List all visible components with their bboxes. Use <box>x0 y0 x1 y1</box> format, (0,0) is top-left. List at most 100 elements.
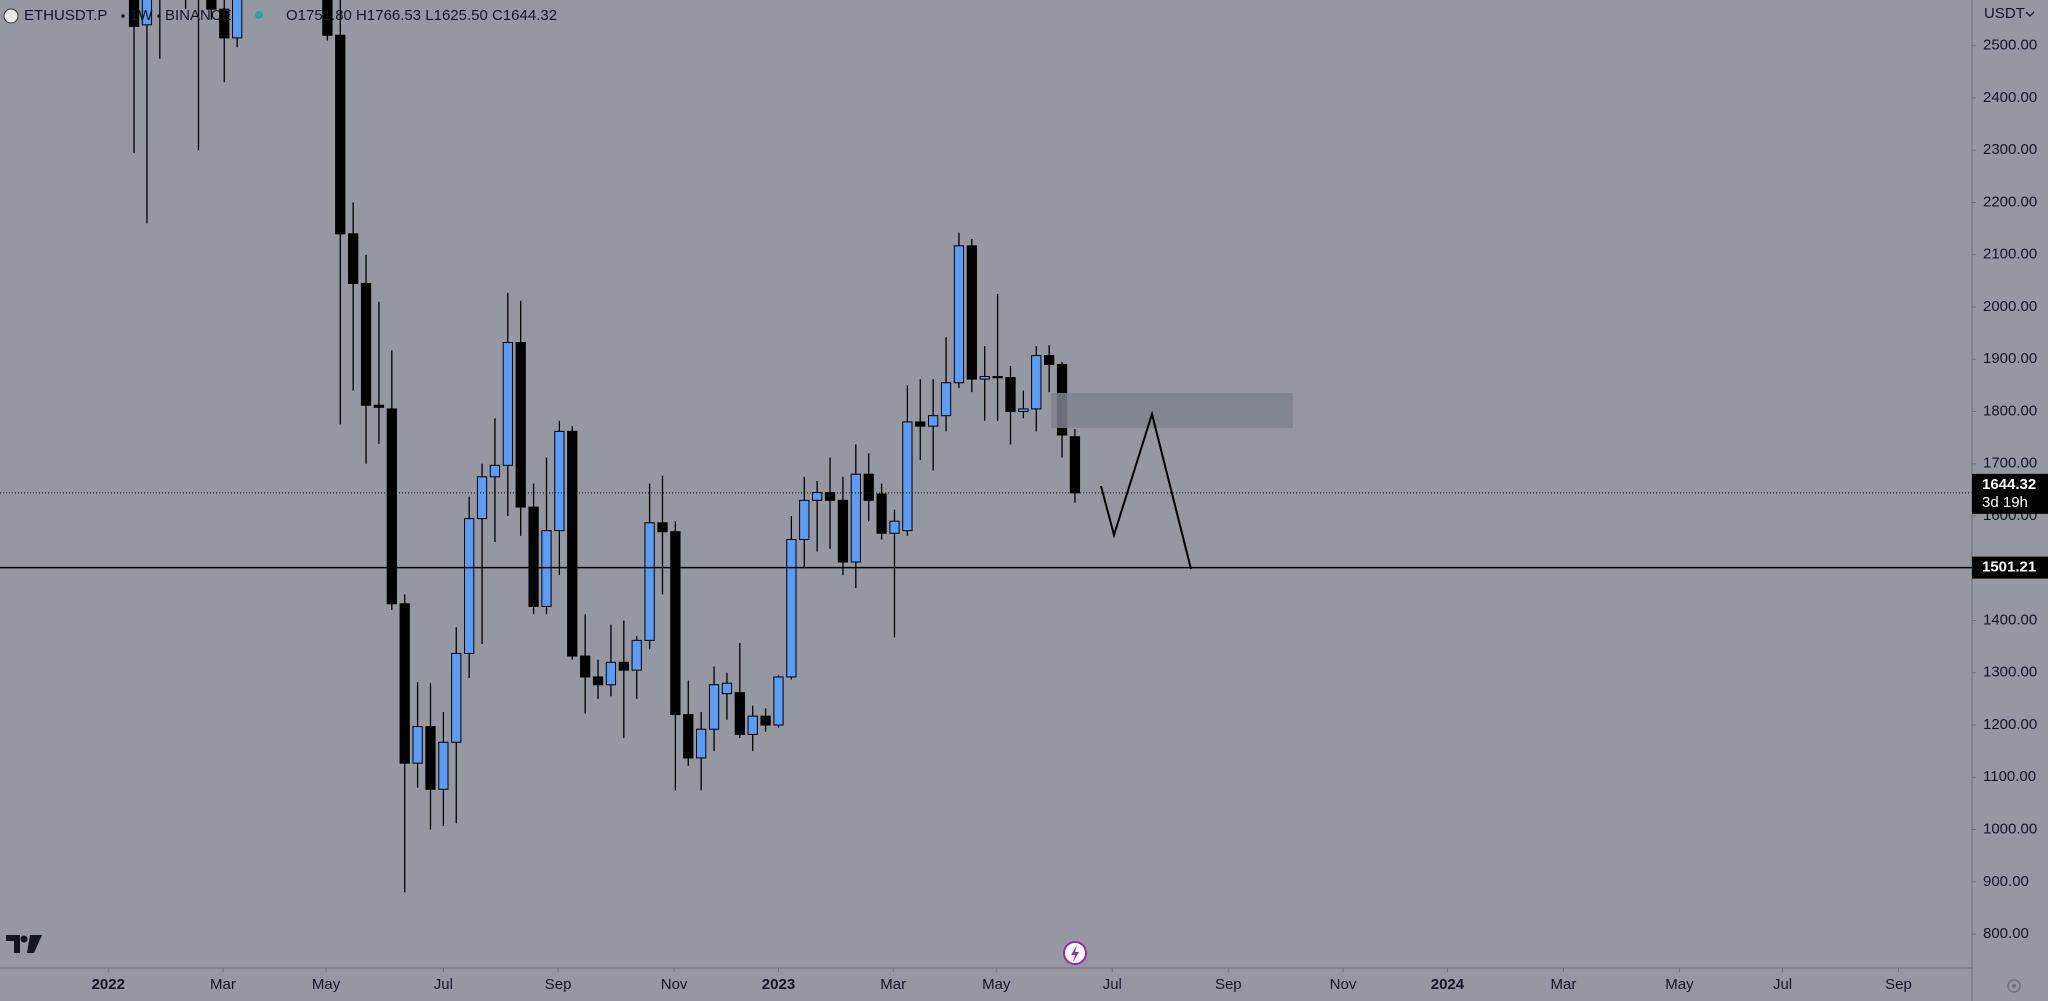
candle-body <box>760 715 771 726</box>
exchange: BINANCE <box>165 7 232 24</box>
separator <box>121 14 125 18</box>
x-tick-label: Nov <box>1330 976 1357 993</box>
y-tick-label: 2100.00 <box>1983 246 2037 263</box>
candle-body <box>451 652 462 743</box>
x-tick-label: May <box>982 976 1011 993</box>
flash-icon[interactable] <box>1063 941 1087 965</box>
candle-body <box>773 676 784 726</box>
y-tick-label: 2400.00 <box>1983 89 2037 106</box>
x-tick-label: Sep <box>1215 976 1242 993</box>
candle-body <box>567 430 578 657</box>
symbol: ETHUSDT.P <box>24 7 107 24</box>
currency-caret[interactable] <box>2025 11 2035 17</box>
candle-body <box>580 655 591 678</box>
candle-body <box>464 518 475 654</box>
candle-body <box>824 491 836 501</box>
candle-body <box>940 382 952 417</box>
candle-body <box>644 522 655 641</box>
settings-icon[interactable] <box>2007 979 2021 993</box>
candle-body <box>966 245 977 380</box>
horizontal-line-label: 1501.21 <box>1982 559 2036 576</box>
axes: 800.00 900.00 1000.00 1100.00 1200.00 1300.00… <box>92 37 2038 993</box>
y-tick-label: 1400.00 <box>1983 611 2037 628</box>
y-tick-label: 1800.00 <box>1983 402 2037 419</box>
interval: 1W <box>130 7 153 24</box>
y-tick-label: 2300.00 <box>1983 141 2037 158</box>
candle-body <box>696 728 707 759</box>
candle-body <box>206 0 217 10</box>
x-tick-label: 2022 <box>92 976 125 993</box>
candle-body <box>979 375 990 380</box>
y-tick-label: 2000.00 <box>1983 298 2037 315</box>
y-tick-label: 900.00 <box>1983 873 2029 890</box>
candle-body <box>128 0 140 27</box>
candle-body <box>348 233 359 284</box>
x-tick-label: Mar <box>210 976 236 993</box>
candle-body <box>915 421 926 427</box>
candle-body <box>631 639 642 671</box>
y-tick-label: 1900.00 <box>1983 350 2037 367</box>
candle-body <box>1044 355 1055 365</box>
candle-body <box>373 404 385 408</box>
market-status <box>255 11 263 19</box>
candle-body <box>850 473 861 563</box>
candle-body <box>1069 436 1081 494</box>
candle-body <box>953 245 965 384</box>
candle-body <box>799 499 810 541</box>
countdown-label: 3d 19h <box>1982 494 2028 511</box>
y-tick-label: 1300.00 <box>1983 664 2037 681</box>
projection-drawing <box>1100 410 1192 570</box>
candle-body <box>412 726 423 764</box>
currency[interactable]: USDT <box>1984 5 2025 22</box>
y-tick-label: 2500.00 <box>1983 37 2037 54</box>
x-tick-label: 2024 <box>1431 976 1465 993</box>
candle-body <box>141 0 153 26</box>
candle-body <box>399 603 410 764</box>
last-price-box <box>1972 473 2048 514</box>
candle-body <box>747 715 758 735</box>
candle-body <box>322 0 333 36</box>
candle-body <box>683 714 694 759</box>
x-tick-label: Jul <box>1103 976 1122 993</box>
candle-body <box>528 506 539 607</box>
candle-body <box>541 530 552 607</box>
horizontal-line-box <box>1972 556 2048 579</box>
candle-body <box>734 692 745 735</box>
candle-body <box>335 34 346 235</box>
x-tick-label: Jul <box>434 976 453 993</box>
y-tick-label: 1000.00 <box>1983 820 2037 837</box>
x-tick-label: May <box>1665 976 1694 993</box>
candle-body <box>489 464 501 478</box>
plot-area <box>0 0 1972 893</box>
candle-body <box>708 684 720 730</box>
candle-body <box>992 375 1003 379</box>
candle-body <box>889 520 900 534</box>
x-tick-label: Sep <box>545 976 572 993</box>
x-tick-label: Mar <box>1551 976 1577 993</box>
y-tick-label: 1700.00 <box>1983 455 2037 472</box>
symbol-icon <box>3 8 19 24</box>
ohlc-label: O1751.80 H1766.53 L1625.50 C1644.32 <box>286 7 557 24</box>
candle-body <box>425 726 436 790</box>
candle-body <box>928 415 939 427</box>
candle-body <box>438 741 449 790</box>
candle-body <box>515 342 526 508</box>
candle-body <box>670 531 681 716</box>
x-tick-label: 2023 <box>762 976 795 993</box>
candle-body <box>721 682 733 695</box>
candle-body <box>786 539 797 678</box>
candle-body <box>1018 408 1029 412</box>
y-tick-label: 1200.00 <box>1983 716 2037 733</box>
candle-body <box>876 493 887 534</box>
candle-body <box>554 430 565 532</box>
last-price-label: 1644.32 <box>1982 476 2036 493</box>
candle-body <box>592 676 604 686</box>
x-tick-label: Mar <box>880 976 906 993</box>
candle-body <box>360 282 372 406</box>
candle-body <box>1031 355 1042 410</box>
x-tick-label: May <box>312 976 341 993</box>
y-tick-label: 1100.00 <box>1983 768 2036 785</box>
y-tick-label: 2200.00 <box>1983 193 2037 210</box>
